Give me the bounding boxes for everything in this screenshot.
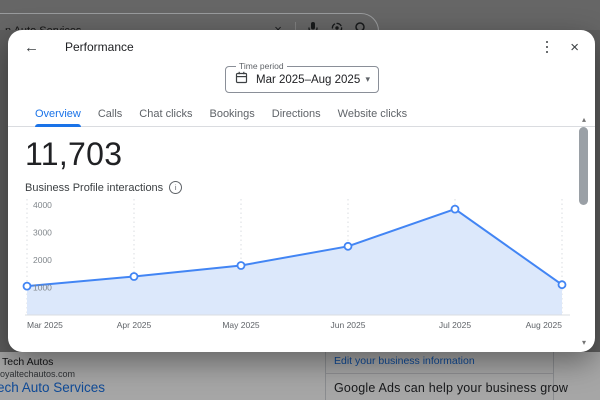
page-bottom-content: l Tech Autos royaltechautos.com ech Auto… — [0, 352, 600, 400]
chart-point[interactable] — [129, 272, 139, 281]
header-actions: × — [543, 38, 579, 57]
divider — [326, 373, 553, 374]
x-axis-label: Jun 2025 — [331, 320, 366, 330]
tab-calls[interactable]: Calls — [97, 108, 123, 120]
y-axis-tick-label: 3000 — [33, 228, 52, 238]
google-ads-promo-heading: Google Ads can help your business grow — [334, 381, 569, 395]
chart-line — [26, 208, 563, 288]
info-icon[interactable]: i — [169, 181, 183, 194]
performance-dialog: ← Performance × Time period Mar 2025–Aug… — [8, 30, 595, 352]
tab-website-clicks[interactable]: Website clicks — [337, 108, 408, 120]
chart-point[interactable] — [22, 281, 32, 291]
interactions-caption-row: Business Profile interactions i — [25, 181, 183, 194]
clear-icon[interactable]: × — [274, 21, 282, 37]
dialog-scrollbar: ▴ ▾ — [575, 114, 593, 350]
chart-point[interactable] — [236, 261, 246, 270]
back-icon[interactable]: ← — [24, 38, 39, 56]
chart-point[interactable] — [557, 280, 567, 290]
y-axis-tick-label: 4000 — [33, 200, 52, 210]
chart-point[interactable] — [343, 241, 353, 251]
x-axis-label: Mar 2025 — [27, 320, 63, 330]
dialog-header: ← Performance × — [8, 30, 595, 64]
y-axis-tick-label: 2000 — [33, 255, 52, 265]
x-axis-label: Jul 2025 — [439, 320, 471, 330]
business-services-link: ech Auto Services — [0, 380, 106, 395]
dialog-title: Performance — [65, 40, 134, 54]
time-period-label: Time period — [236, 62, 287, 71]
time-period-select[interactable]: Time period Mar 2025–Aug 2025 ▾ — [225, 62, 379, 93]
scrollbar-thumb[interactable] — [579, 127, 588, 205]
close-icon[interactable]: × — [570, 38, 579, 56]
scroll-up-icon[interactable]: ▴ — [581, 115, 586, 124]
scroll-down-icon[interactable]: ▾ — [581, 338, 586, 347]
time-period-value: Mar 2025–Aug 2025 — [256, 73, 361, 86]
edit-business-info-link: Edit your business information — [334, 355, 475, 367]
chart-point[interactable] — [450, 204, 460, 214]
chart-area — [27, 209, 562, 315]
chart-region: 1000 2000 3000 4000 Mar 2025 Apr 2025 May 2025… — [8, 195, 595, 332]
x-axis-label: May 2025 — [222, 320, 260, 330]
divider — [295, 21, 296, 37]
y-axis-tick-label: 1000 — [33, 283, 52, 293]
interactions-caption: Business Profile interactions — [25, 181, 164, 194]
tab-overview[interactable]: Overview — [35, 102, 81, 127]
overflow-menu-icon[interactable] — [543, 38, 552, 57]
interactions-total: 11,703 — [25, 136, 123, 172]
chevron-down-icon: ▾ — [365, 74, 370, 84]
business-name: l Tech Autos — [0, 356, 54, 368]
tab-bookings[interactable]: Bookings — [209, 108, 255, 120]
calendar-icon — [235, 71, 248, 89]
tab-directions[interactable]: Directions — [271, 108, 321, 120]
x-axis-label: Aug 2025 — [526, 320, 563, 330]
business-website: royaltechautos.com — [0, 369, 76, 379]
x-axis-label: Apr 2025 — [117, 320, 152, 330]
interactions-chart[interactable]: 1000 2000 3000 4000 Mar 2025 Apr 2025 May 2025… — [8, 195, 595, 332]
tab-chat-clicks[interactable]: Chat clicks — [139, 108, 193, 120]
metrics-tab-bar: Overview Calls Chat clicks Bookings Dire… — [8, 102, 595, 127]
business-info-card: Edit your business information Google Ad… — [325, 352, 568, 400]
